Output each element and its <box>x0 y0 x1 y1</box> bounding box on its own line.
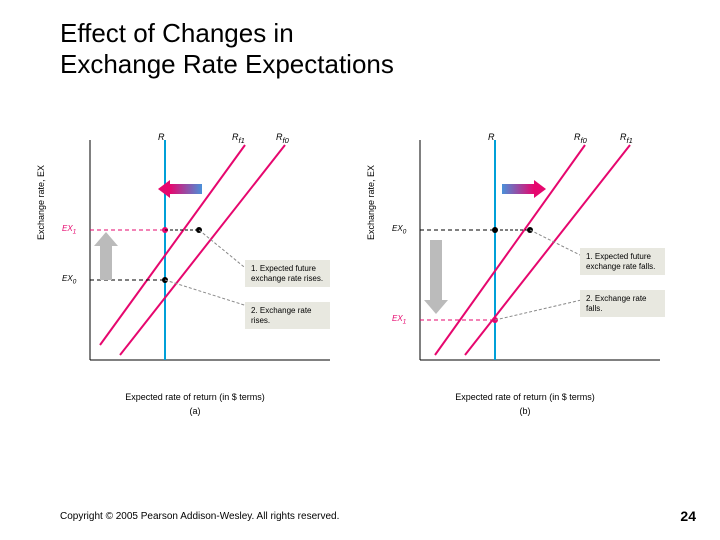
ex1-tick-b: EX1 <box>392 314 406 326</box>
x-axis-label-b: Expected rate of return (in $ terms) <box>380 392 670 402</box>
charts-container: Exchange rate, EX <box>50 130 670 410</box>
y-axis-label-b: Exchange rate, EX <box>366 165 376 240</box>
annotation-1-b: 1. Expected future exchange rate falls. <box>580 248 665 275</box>
annotation-2-b: 2. Exchange rate falls. <box>580 290 665 317</box>
page-number: 24 <box>680 508 696 524</box>
page-title: Effect of Changes in Exchange Rate Expec… <box>60 18 394 80</box>
rf1-label-b: Rf1 <box>620 132 633 145</box>
title-line-2: Exchange Rate Expectations <box>60 49 394 79</box>
annotation-2: 2. Exchange rate rises. <box>245 302 330 329</box>
y-axis-label: Exchange rate, EX <box>36 165 46 240</box>
rf1-label: Rf1 <box>232 132 245 145</box>
rf0-label-b: Rf0 <box>574 132 587 145</box>
chart-b: Exchange rate, EX <box>380 130 670 410</box>
chart-b-sublabel: (b) <box>380 406 670 416</box>
x-axis-label: Expected rate of return (in $ terms) <box>50 392 340 402</box>
r-label: R <box>158 132 165 142</box>
annotation-1: 1. Expected future exchange rate rises. <box>245 260 330 287</box>
copyright-text: Copyright © 2005 Pearson Addison-Wesley.… <box>60 511 339 522</box>
ex1-tick: EX1 <box>62 224 76 236</box>
ex0-tick: EX0 <box>62 274 76 286</box>
chart-a: Exchange rate, EX <box>50 130 340 410</box>
title-line-1: Effect of Changes in <box>60 18 294 48</box>
chart-a-sublabel: (a) <box>50 406 340 416</box>
r-label-b: R <box>488 132 495 142</box>
rf0-label: Rf0 <box>276 132 289 145</box>
ex0-tick-b: EX0 <box>392 224 406 236</box>
